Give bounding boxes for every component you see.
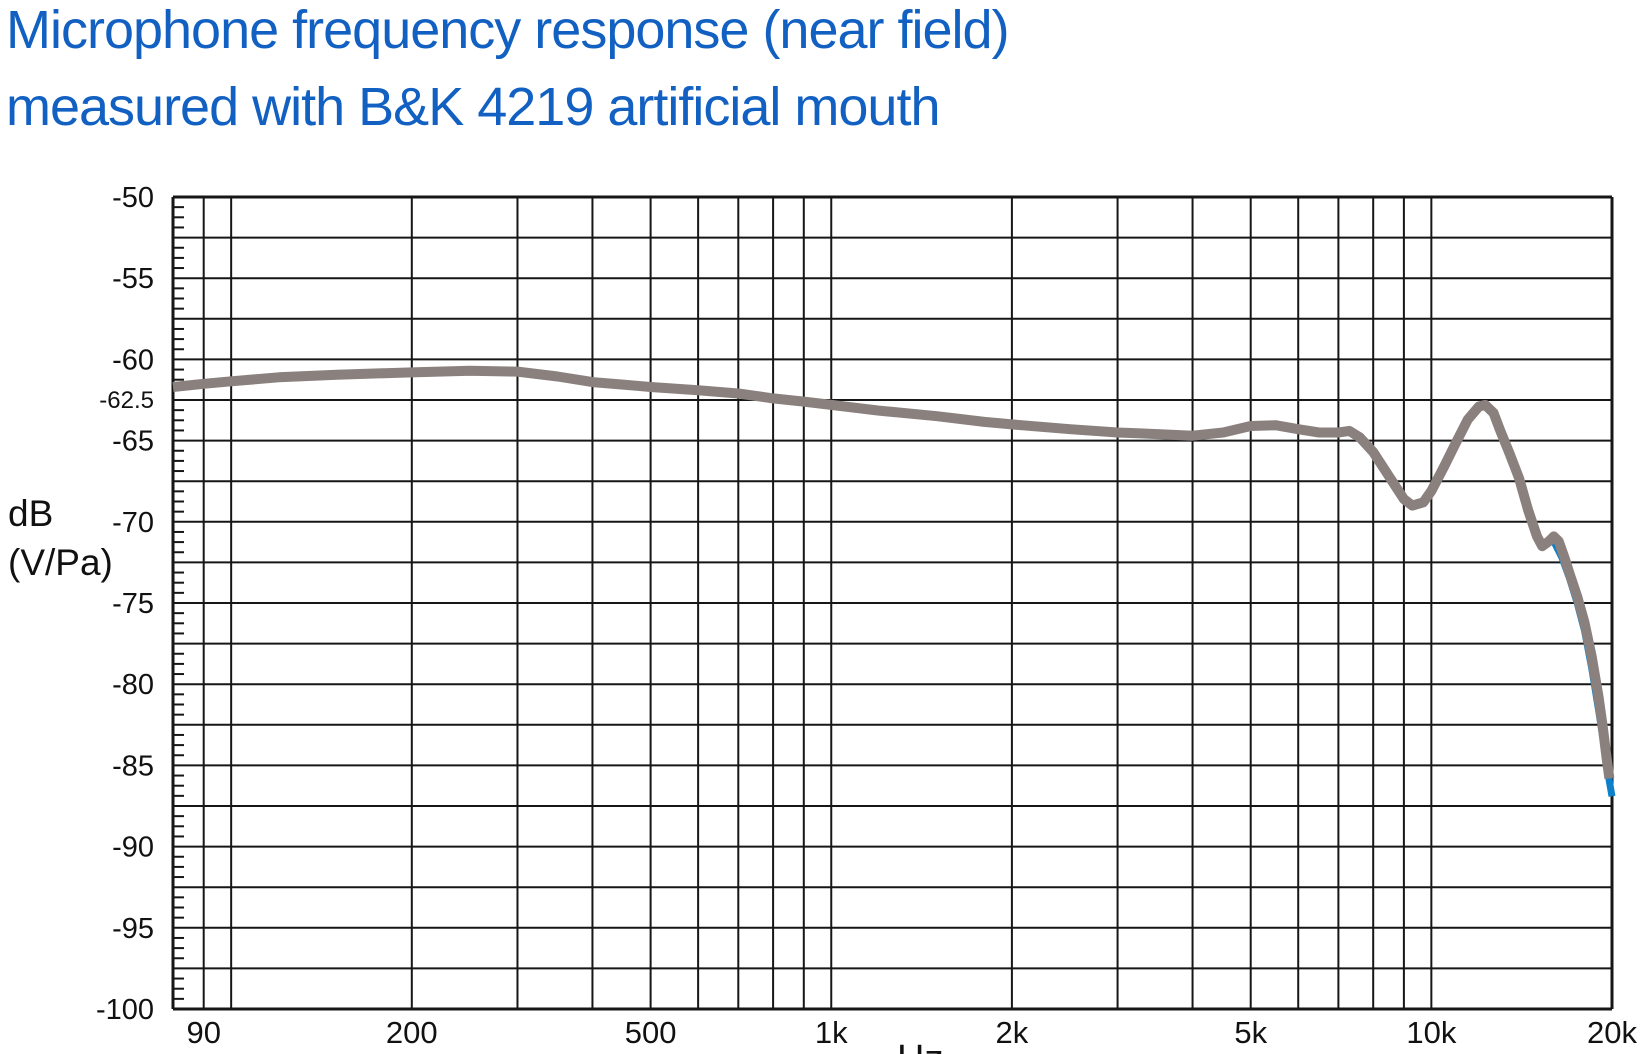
y-tick-label: -65 xyxy=(112,426,154,458)
y-tick-label: -85 xyxy=(112,750,154,782)
y-axis-label-ref: (V/Pa) xyxy=(8,542,113,583)
x-tick-label: 10k xyxy=(1406,1015,1456,1050)
x-tick-label: 20k xyxy=(1587,1015,1637,1050)
y-tick-label: -90 xyxy=(112,832,154,864)
x-tick-label: 90 xyxy=(186,1015,220,1050)
y-tick-label: -100 xyxy=(96,994,154,1026)
y-tick-label: -55 xyxy=(112,263,154,295)
y-tick-label-reference: -62.5 xyxy=(99,387,154,414)
x-tick-label: 1k xyxy=(815,1015,848,1050)
y-tick-label: -75 xyxy=(112,588,154,620)
y-tick-label: -95 xyxy=(112,913,154,945)
y-tick-label: -70 xyxy=(112,507,154,539)
y-tick-label: -80 xyxy=(112,669,154,701)
x-tick-label: 2k xyxy=(996,1015,1029,1050)
x-axis-unit: Hz xyxy=(897,1038,943,1054)
x-tick-label: 200 xyxy=(386,1015,438,1050)
chart-title: Microphone frequency response (near fiel… xyxy=(6,0,1010,146)
curve-frequency-response xyxy=(172,365,1615,780)
y-tick-label: -60 xyxy=(112,344,154,376)
x-tick-label: 5k xyxy=(1234,1015,1267,1050)
y-tick-label: -50 xyxy=(112,182,154,214)
x-tick-label: 500 xyxy=(625,1015,677,1050)
y-axis-label: dB (V/Pa) xyxy=(8,489,113,587)
chart-title-line2: measured with B&K 4219 artificial mouth xyxy=(6,77,940,137)
chart-title-line1: Microphone frequency response (near fiel… xyxy=(6,0,1010,60)
y-axis-label-unit: dB xyxy=(8,493,54,534)
